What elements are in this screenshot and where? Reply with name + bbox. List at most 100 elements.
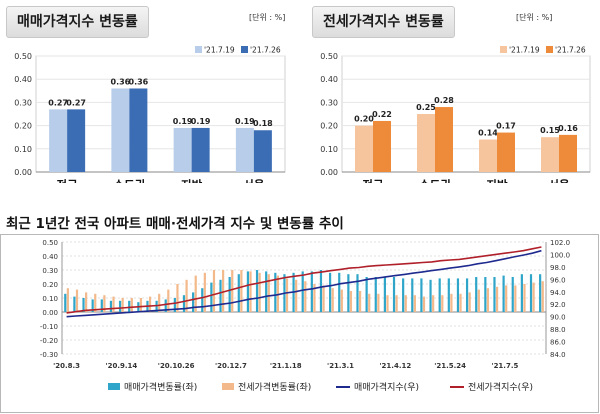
jeonse-data-label: 0.20 — [354, 115, 374, 124]
trend-sale-bar — [411, 278, 414, 312]
sale-category-label: 서울 — [243, 178, 265, 183]
sale-ytick-label: 0.40 — [14, 75, 32, 84]
trend-sale-bar — [502, 275, 505, 312]
sale-category-label: 전국 — [57, 178, 79, 183]
trend-chart-title: 최근 1년간 전국 아파트 매매·전세가격 지수 및 변동률 추이 — [6, 216, 344, 232]
trend-jeonse-bar — [139, 298, 143, 312]
trend-x-tick-label: '21.7.5 — [491, 362, 518, 370]
sale-bar — [67, 109, 86, 172]
trend-sale-bar — [539, 274, 542, 312]
trend-x-tick-label: '21.3.1 — [327, 362, 354, 370]
trend-jeonse-bar — [432, 295, 435, 312]
legend-jeonse-index-line — [450, 385, 464, 388]
trend-jeonse-bar — [413, 295, 416, 312]
trend-x-tick-label: '21.5.24 — [434, 362, 466, 370]
trend-left-tick-label: -0.30 — [40, 351, 58, 359]
trend-jeonse-bar — [231, 270, 234, 312]
legend-sale-index: 매매가격지수(우) — [336, 380, 419, 393]
trend-x-tick-label: '20.10.26 — [158, 362, 195, 370]
sale-legend-swatch — [241, 46, 248, 53]
jeonse-ytick-label: 0.50 — [320, 52, 338, 61]
trend-jeonse-bar — [450, 293, 453, 312]
trend-sale-bar — [82, 298, 85, 312]
trend-jeonse-bar — [313, 284, 316, 312]
trend-jeonse-bar — [422, 296, 426, 312]
trend-jeonse-bar — [349, 291, 353, 312]
sale-bar — [111, 88, 130, 172]
trend-sale-bar — [164, 299, 167, 312]
trend-jeonse-bar — [267, 274, 270, 312]
trend-sale-bar — [475, 277, 478, 312]
trend-sale-bar — [73, 296, 76, 312]
trend-jeonse-bar — [441, 295, 444, 312]
jeonse-category-label: 지방 — [486, 178, 508, 183]
legend-sale-bar: 매매가격변동률(좌) — [108, 380, 197, 393]
jeonse-ytick-label: 0.30 — [320, 98, 338, 107]
sale-data-label: 0.36 — [111, 77, 131, 86]
jeonse-ytick-label: 0.40 — [320, 75, 338, 84]
trend-right-tick-label: 102.0 — [550, 239, 570, 247]
trend-right-tick-label: 100.0 — [550, 251, 570, 259]
trend-left-tick-label: -0.20 — [40, 337, 58, 345]
trend-left-tick-label: 0.50 — [42, 239, 58, 247]
trend-jeonse-bar — [340, 289, 343, 312]
trend-jeonse-bar — [130, 298, 133, 312]
trend-sale-bar — [328, 272, 332, 312]
sale-change-panel: 매매가격지수 변동률 [단위 : %] 0.00 0.10 0.20 0.30 0.40… — [0, 0, 295, 192]
trend-left-tick-label: 0.00 — [42, 309, 58, 317]
sale-data-label: 0.19 — [173, 117, 193, 126]
trend-sale-bar — [383, 277, 386, 312]
trend-jeonse-bar — [541, 281, 544, 312]
trend-chart: 0.50 0.40 0.30 0.20 0.10 0.00 -0.10 -0.20 -0.30 1… — [40, 239, 570, 370]
jeonse-bar — [417, 114, 435, 172]
jeonse-ytick-label: 0.20 — [320, 122, 338, 131]
legend-jeonse-index: 전세가격지수(우) — [450, 380, 533, 393]
jeonse-bar — [559, 134, 577, 172]
trend-sale-bar — [447, 278, 450, 312]
trend-jeonse-bar — [304, 281, 307, 312]
jeonse-data-label: 0.25 — [416, 103, 436, 112]
trend-jeonse-bar — [85, 292, 88, 312]
trend-sale-bar — [246, 271, 250, 312]
trend-x-tick-label: '20.8.3 — [53, 362, 80, 370]
trend-sale-bar — [173, 298, 176, 312]
jeonse-legend-swatch — [546, 46, 553, 53]
jeonse-change-chart: 0.00 0.10 0.20 0.30 0.40 0.50 '21.7.19 '21.7.26… — [320, 46, 591, 192]
sale-bar — [129, 88, 148, 172]
trend-jeonse-bar — [295, 279, 298, 312]
trend-sale-bar — [182, 295, 186, 312]
sale-category-label: 수도권 — [114, 178, 146, 183]
trend-jeonse-bar — [322, 285, 325, 312]
sale-data-label: 0.19 — [235, 117, 255, 126]
jeonse-data-label: 0.16 — [558, 124, 578, 133]
trend-sale-bar — [201, 288, 204, 312]
trend-jeonse-bar — [505, 285, 508, 312]
sale-data-label: 0.27 — [48, 98, 68, 107]
trend-jeonse-bar — [331, 288, 334, 312]
trend-jeonse-bar — [103, 295, 106, 312]
trend-jeonse-bar — [112, 296, 115, 312]
trend-sale-bar — [493, 277, 496, 312]
jeonse-bar — [373, 120, 391, 172]
trend-sale-bar — [219, 279, 222, 312]
trend-sale-bar — [128, 300, 131, 312]
trend-jeonse-bar — [514, 285, 517, 312]
trend-jeonse-bar — [94, 293, 97, 312]
sale-data-label: 0.36 — [129, 77, 149, 86]
jeonse-category-label: 수도권 — [419, 178, 451, 183]
trend-sale-bar — [456, 278, 460, 312]
trend-sale-bar — [484, 277, 487, 312]
legend-jeonse-index-label: 전세가격지수(우) — [468, 383, 533, 393]
jeonse-legend-label: '21.7.26 — [555, 46, 586, 55]
jeonse-data-label: 0.15 — [540, 126, 560, 135]
trend-jeonse-bar — [368, 293, 371, 312]
trend-jeonse-bar — [523, 284, 526, 312]
trend-sale-bar — [438, 278, 441, 312]
trend-sale-bar — [356, 274, 359, 312]
trend-jeonse-bar — [386, 295, 389, 312]
sale-bar — [191, 127, 210, 172]
trend-sale-bar — [255, 270, 259, 312]
legend-sale-bar-swatch — [108, 383, 120, 390]
trend-jeonse-bar — [158, 293, 161, 312]
trend-right-tick-label: 86.0 — [550, 339, 566, 347]
